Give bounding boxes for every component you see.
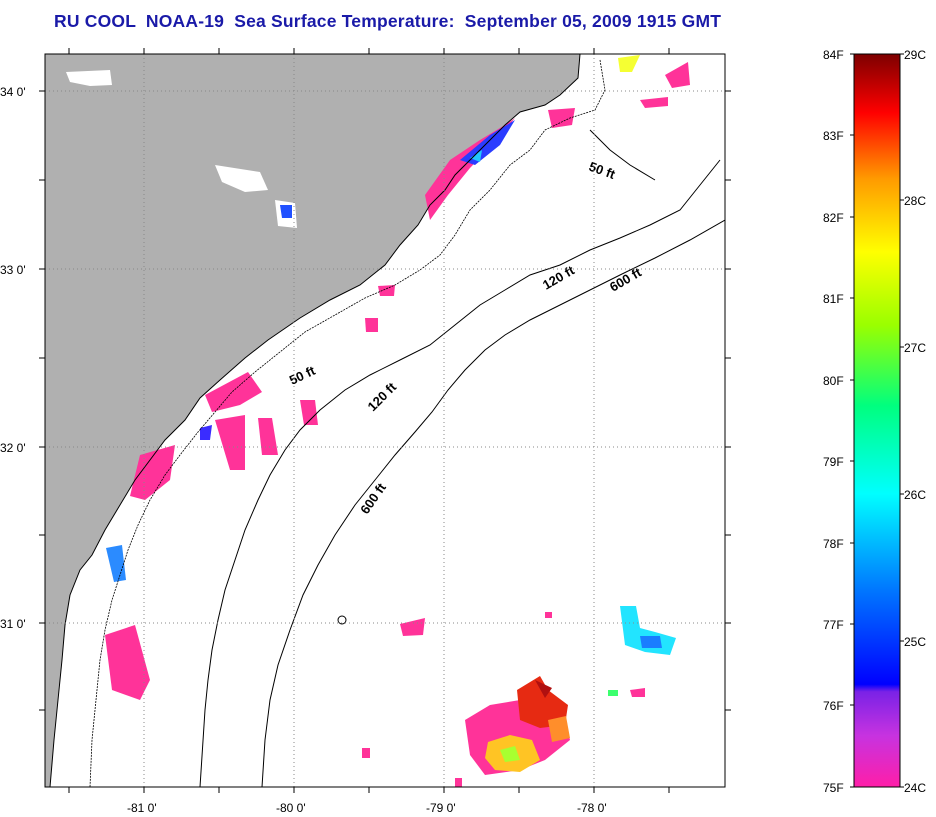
colorbar-f-label: 76F <box>823 699 844 713</box>
colorbar-c-label: 24C <box>904 781 926 795</box>
land-mass <box>45 54 580 787</box>
colorbar-c-label: 26C <box>904 488 926 502</box>
lon-label: -81 0' <box>127 801 157 815</box>
lon-label: -80 0' <box>276 801 306 815</box>
colorbar <box>853 53 901 788</box>
colorbar-f-label: 80F <box>823 374 844 388</box>
lat-label: 32 0' <box>0 441 26 455</box>
lon-label: -79 0' <box>426 801 456 815</box>
colorbar-f-label: 81F <box>823 292 844 306</box>
lon-label: -78 0' <box>577 801 607 815</box>
lat-label: 31 0' <box>0 617 26 631</box>
colorbar-f-label: 78F <box>823 537 844 551</box>
colorbar-c-label: 29C <box>904 48 926 62</box>
colorbar-f-label: 83F <box>823 129 844 143</box>
graticule <box>45 54 725 787</box>
colorbar-c-label: 28C <box>904 194 926 208</box>
colorbar-f-label: 84F <box>823 48 844 62</box>
colorbar-f-label: 79F <box>823 455 844 469</box>
map-title: RU COOL NOAA-19 Sea Surface Temperature:… <box>54 11 722 31</box>
lat-label: 33 0' <box>0 263 26 277</box>
colorbar-f-label: 82F <box>823 211 844 225</box>
colorbar-c-label: 25C <box>904 635 926 649</box>
lat-label: 34 0' <box>0 85 26 99</box>
colorbar-f-label: 77F <box>823 618 844 632</box>
colorbar-f-label: 75F <box>823 781 844 795</box>
colorbar-c-label: 27C <box>904 341 926 355</box>
